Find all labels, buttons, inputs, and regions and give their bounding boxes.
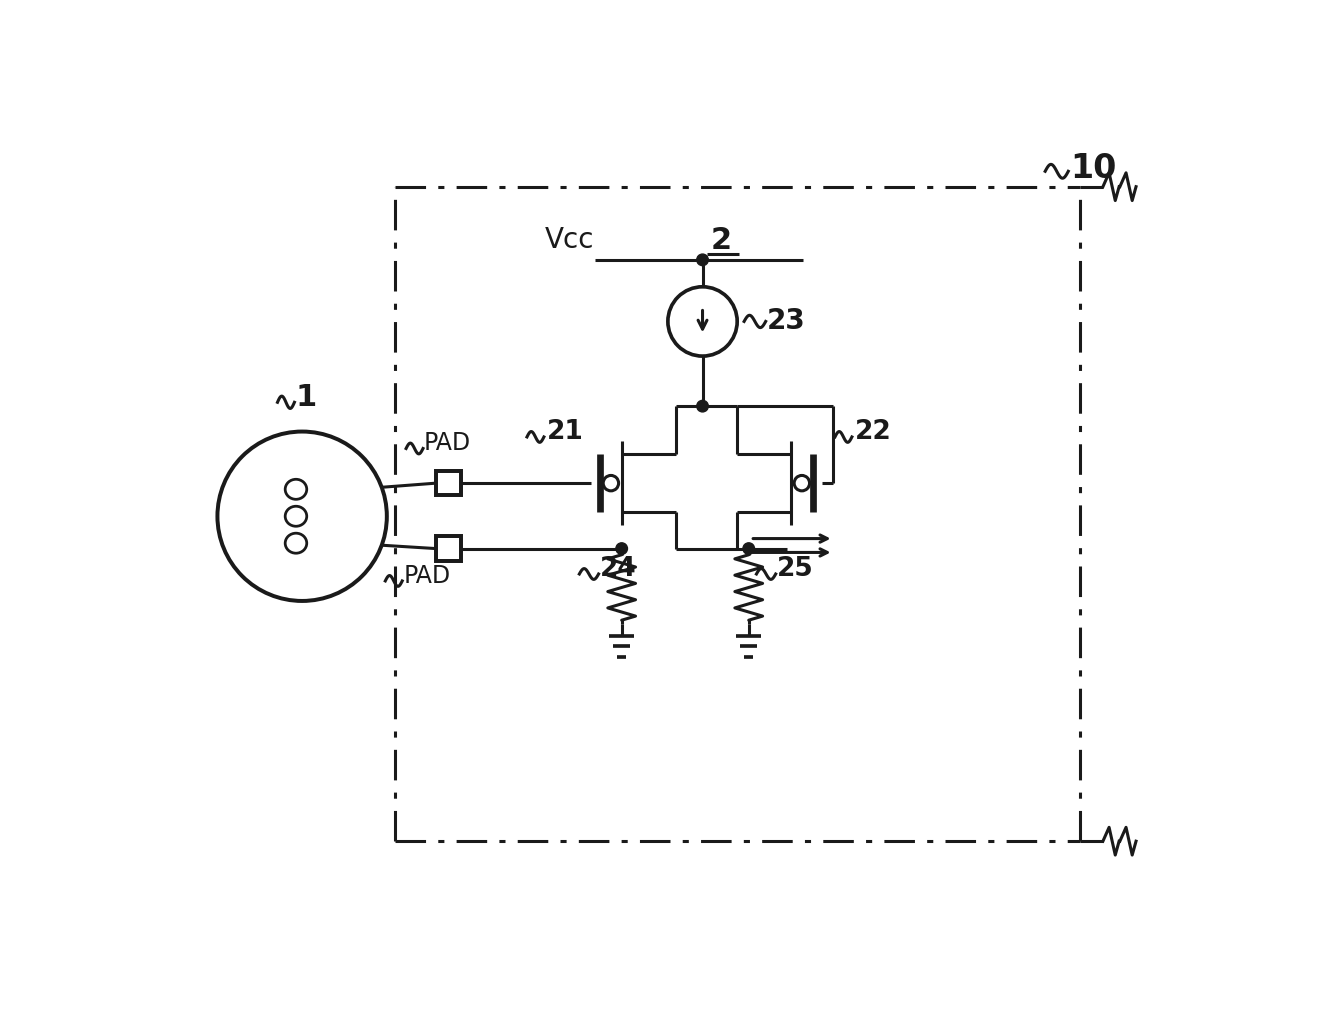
Text: 2: 2	[710, 226, 732, 255]
Circle shape	[697, 254, 708, 265]
Text: 22: 22	[855, 419, 892, 444]
Text: 10: 10	[1070, 152, 1117, 185]
Text: 25: 25	[778, 555, 814, 581]
Text: 24: 24	[600, 555, 637, 581]
Text: 1: 1	[295, 383, 317, 412]
Text: Vcc: Vcc	[545, 227, 594, 255]
Text: PAD: PAD	[424, 431, 471, 455]
Text: PAD: PAD	[404, 564, 451, 587]
Circle shape	[697, 400, 708, 412]
Bar	[436, 470, 461, 495]
Circle shape	[743, 543, 755, 554]
Text: 21: 21	[547, 419, 584, 444]
Text: 23: 23	[767, 308, 806, 336]
Bar	[436, 537, 461, 560]
Circle shape	[616, 543, 627, 554]
